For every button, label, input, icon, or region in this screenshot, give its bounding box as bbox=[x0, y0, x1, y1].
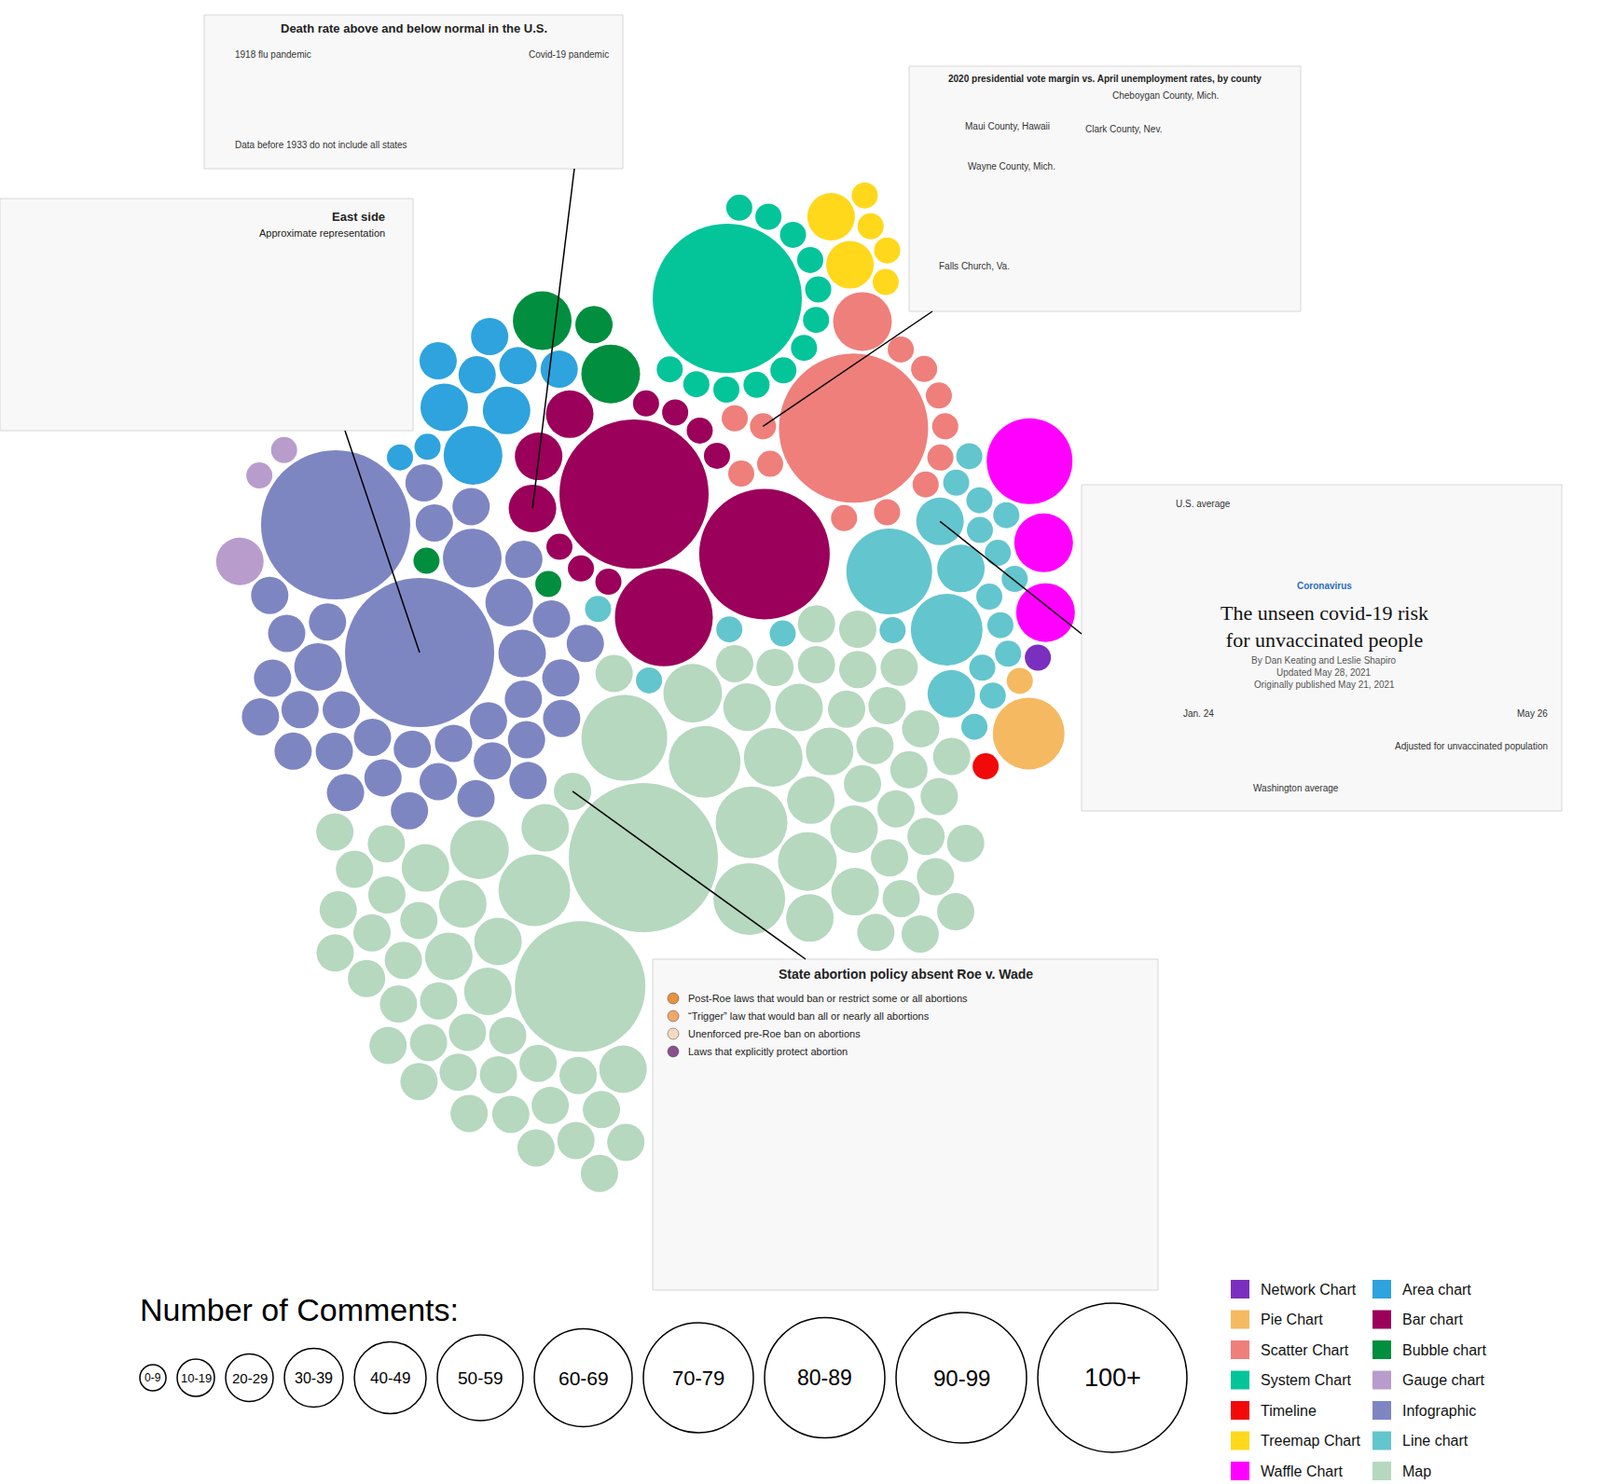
svg-text:2020 presidential vote margin: 2020 presidential vote margin vs. April … bbox=[948, 73, 1262, 84]
svg-text:The unseen covid-19 riskfor un: The unseen covid-19 riskfor unvaccinated… bbox=[1220, 601, 1429, 652]
svg-text:100+: 100+ bbox=[1084, 1364, 1142, 1393]
svg-text:East side: East side bbox=[331, 209, 386, 224]
svg-text:Gauge chart: Gauge chart bbox=[1402, 1372, 1486, 1389]
svg-text:Clark County, Nev.: Clark County, Nev. bbox=[1085, 124, 1162, 135]
svg-text:System Chart: System Chart bbox=[1260, 1372, 1352, 1389]
svg-text:Approximate representation: Approximate representation bbox=[259, 227, 386, 239]
svg-text:Originally published May 21, 2: Originally published May 21, 2021 bbox=[1254, 679, 1395, 690]
svg-text:Updated May 28, 2021: Updated May 28, 2021 bbox=[1276, 667, 1372, 678]
svg-text:Washington average: Washington average bbox=[1253, 783, 1339, 794]
svg-text:Death rate above and below nor: Death rate above and below normal in the… bbox=[280, 21, 548, 36]
svg-text:Maui County, Hawaii: Maui County, Hawaii bbox=[965, 121, 1050, 132]
svg-text:Pie Chart: Pie Chart bbox=[1260, 1311, 1324, 1328]
svg-text:90-99: 90-99 bbox=[933, 1365, 991, 1392]
svg-text:30-39: 30-39 bbox=[294, 1370, 333, 1387]
svg-text:Adjusted for unvaccinated popu: Adjusted for unvaccinated population bbox=[1394, 741, 1548, 752]
svg-text:State abortion policy absent R: State abortion policy absent Roe v. Wade bbox=[778, 966, 1034, 982]
svg-text:1918 flu pandemic: 1918 flu pandemic bbox=[234, 49, 312, 60]
svg-text:Treemap Chart: Treemap Chart bbox=[1260, 1433, 1362, 1449]
svg-text:Area chart: Area chart bbox=[1402, 1282, 1472, 1298]
svg-text:Jan. 24: Jan. 24 bbox=[1183, 708, 1214, 719]
svg-text:Map: Map bbox=[1402, 1463, 1432, 1480]
svg-text:Falls Church, Va.: Falls Church, Va. bbox=[938, 261, 1010, 272]
svg-text:Cheboygan County, Mich.: Cheboygan County, Mich. bbox=[1112, 90, 1219, 101]
svg-text:Timeline: Timeline bbox=[1260, 1403, 1317, 1420]
svg-text:Infographic: Infographic bbox=[1402, 1403, 1476, 1420]
svg-text:Covid-19 pandemic: Covid-19 pandemic bbox=[528, 49, 609, 60]
svg-text:10-19: 10-19 bbox=[180, 1371, 212, 1386]
svg-text:Laws that explicitly protect a: Laws that explicitly protect abortion bbox=[688, 1046, 848, 1058]
svg-text:Unenforced pre-Roe ban on abor: Unenforced pre-Roe ban on abortions bbox=[688, 1028, 861, 1040]
svg-text:“Trigger” law that would ban a: “Trigger” law that would ban all or near… bbox=[688, 1010, 930, 1022]
svg-text:0-9: 0-9 bbox=[144, 1371, 162, 1385]
svg-text:May 26: May 26 bbox=[1517, 708, 1548, 719]
svg-text:70-79: 70-79 bbox=[672, 1366, 725, 1391]
svg-text:Scatter Chart: Scatter Chart bbox=[1260, 1342, 1350, 1359]
svg-text:Data before 1933 do not includ: Data before 1933 do not include all stat… bbox=[234, 139, 408, 151]
svg-text:Wayne County, Mich.: Wayne County, Mich. bbox=[967, 161, 1056, 172]
svg-text:Bubble chart: Bubble chart bbox=[1402, 1342, 1487, 1359]
svg-text:60-69: 60-69 bbox=[558, 1367, 609, 1390]
svg-text:50-59: 50-59 bbox=[457, 1368, 504, 1389]
svg-text:40-49: 40-49 bbox=[370, 1369, 411, 1388]
svg-text:80-89: 80-89 bbox=[797, 1365, 853, 1391]
svg-text:Coronavirus: Coronavirus bbox=[1296, 580, 1352, 592]
svg-text:20-29: 20-29 bbox=[232, 1370, 268, 1387]
svg-text:Line chart: Line chart bbox=[1402, 1433, 1469, 1449]
svg-text:Bar chart: Bar chart bbox=[1402, 1311, 1463, 1328]
svg-text:Number of Comments:: Number of Comments: bbox=[139, 1292, 459, 1328]
svg-text:U.S. average: U.S. average bbox=[1175, 498, 1231, 510]
svg-text:Network Chart: Network Chart bbox=[1260, 1282, 1357, 1298]
svg-text:Post-Roe laws that would ban o: Post-Roe laws that would ban or restrict… bbox=[688, 993, 968, 1005]
svg-text:Waffle Chart: Waffle Chart bbox=[1260, 1463, 1344, 1480]
svg-text:By Dan Keating and Leslie Shap: By Dan Keating and Leslie Shapiro bbox=[1251, 655, 1397, 666]
